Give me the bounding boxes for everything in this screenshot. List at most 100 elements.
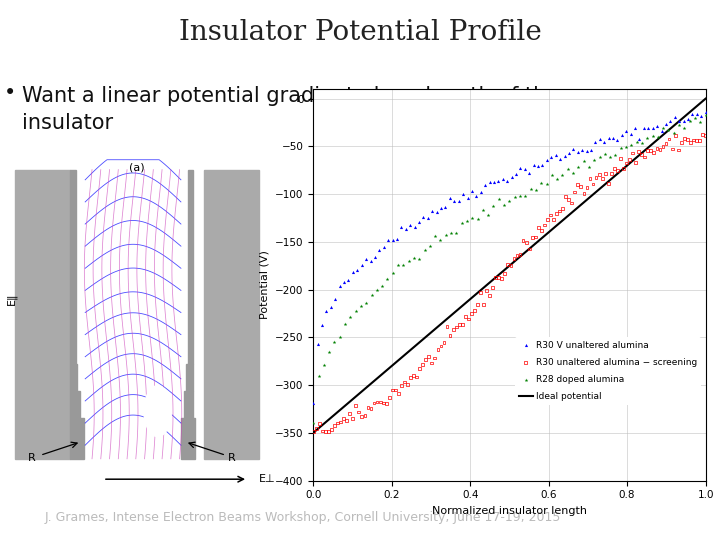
R30 unaltered alumina − screening — [578, 190, 590, 198]
R30 unaltered alumina − screening — [362, 403, 374, 412]
R30 unaltered alumina − screening — [511, 251, 523, 260]
R30 unaltered alumina − screening — [660, 139, 672, 148]
Text: •: • — [4, 83, 16, 103]
R30 unaltered alumina − screening — [521, 238, 532, 247]
R30 unaltered alumina − screening — [353, 408, 364, 416]
R28 doped alumina — [498, 201, 510, 210]
R30 V unaltered alumina — [506, 173, 518, 181]
Bar — [70, 391, 80, 418]
Bar — [204, 170, 259, 459]
R30 V unaltered alumina — [488, 177, 500, 186]
Ideal potential — [309, 430, 318, 436]
R30 V unaltered alumina — [669, 113, 680, 122]
R30 unaltered alumina − screening — [456, 320, 468, 329]
R30 unaltered alumina − screening — [323, 427, 334, 436]
R30 V unaltered alumina — [638, 123, 649, 132]
R30 V unaltered alumina — [484, 178, 495, 186]
R30 V unaltered alumina — [567, 145, 579, 153]
R30 unaltered alumina − screening — [505, 261, 517, 270]
R30 V unaltered alumina — [673, 117, 685, 126]
R30 unaltered alumina − screening — [651, 144, 662, 153]
R28 doped alumina — [652, 133, 664, 141]
R30 V unaltered alumina — [387, 236, 398, 245]
R30 unaltered alumina − screening — [581, 183, 593, 192]
R28 doped alumina — [403, 256, 415, 265]
R28 doped alumina — [424, 242, 436, 251]
Text: E⊥: E⊥ — [259, 474, 276, 484]
R28 doped alumina — [451, 228, 462, 237]
R30 unaltered alumina − screening — [536, 226, 547, 235]
R30 V unaltered alumina — [320, 307, 332, 315]
R28 doped alumina — [408, 253, 420, 262]
R30 unaltered alumina − screening — [454, 320, 465, 329]
R30 V unaltered alumina — [687, 110, 698, 118]
R28 doped alumina — [435, 235, 446, 244]
R28 doped alumina — [546, 170, 557, 179]
R30 V unaltered alumina — [577, 145, 588, 154]
R30 V unaltered alumina — [405, 221, 416, 230]
R28 doped alumina — [572, 162, 584, 171]
Text: Want a linear potential gradient along length of the
insulator: Want a linear potential gradient along l… — [22, 86, 559, 132]
R28 doped alumina — [440, 231, 451, 239]
R30 V unaltered alumina — [382, 236, 394, 245]
R30 V unaltered alumina — [334, 282, 346, 291]
R30 unaltered alumina − screening — [347, 414, 359, 423]
R30 V unaltered alumina — [343, 276, 354, 285]
R30 V unaltered alumina — [532, 161, 544, 170]
R30 unaltered alumina − screening — [350, 401, 361, 410]
R30 unaltered alumina − screening — [487, 283, 498, 292]
R30 unaltered alumina − screening — [678, 134, 690, 143]
R28 doped alumina — [636, 139, 648, 147]
R30 unaltered alumina − screening — [368, 399, 379, 407]
Bar — [70, 418, 84, 459]
R30 unaltered alumina − screening — [636, 150, 647, 159]
R30 unaltered alumina − screening — [554, 207, 565, 215]
R30 unaltered alumina − screening — [320, 428, 331, 436]
R30 unaltered alumina − screening — [667, 145, 678, 153]
Line: Ideal potential: Ideal potential — [313, 99, 706, 433]
R30 V unaltered alumina — [356, 261, 367, 270]
R30 V unaltered alumina — [471, 191, 482, 200]
Bar — [15, 170, 70, 459]
R30 unaltered alumina − screening — [372, 397, 383, 406]
R28 doped alumina — [345, 313, 356, 321]
R30 V unaltered alumina — [625, 130, 636, 138]
R30 unaltered alumina − screening — [317, 427, 328, 435]
R30 unaltered alumina − screening — [384, 393, 395, 401]
R28 doped alumina — [339, 320, 351, 328]
Text: R: R — [228, 453, 235, 463]
R30 V unaltered alumina — [466, 187, 477, 196]
R30 unaltered alumina − screening — [618, 164, 629, 173]
R30 unaltered alumina − screening — [356, 412, 368, 421]
R28 doped alumina — [541, 180, 552, 188]
R30 unaltered alumina − screening — [469, 306, 480, 315]
R30 unaltered alumina − screening — [697, 130, 708, 138]
R30 unaltered alumina − screening — [374, 398, 386, 407]
R28 doped alumina — [520, 192, 531, 200]
Bar — [70, 170, 76, 363]
R30 unaltered alumina − screening — [484, 292, 495, 300]
R30 V unaltered alumina — [325, 302, 336, 311]
R30 unaltered alumina − screening — [399, 377, 410, 386]
R30 unaltered alumina − screening — [447, 326, 459, 334]
R28 doped alumina — [615, 144, 626, 152]
R30 V unaltered alumina — [409, 222, 420, 231]
R30 unaltered alumina − screening — [396, 381, 408, 390]
R30 unaltered alumina − screening — [600, 169, 611, 178]
R28 doped alumina — [361, 299, 372, 308]
R30 V unaltered alumina — [559, 152, 570, 160]
R28 doped alumina — [328, 338, 340, 347]
R30 V unaltered alumina — [554, 154, 566, 163]
R30 V unaltered alumina — [330, 294, 341, 303]
R28 doped alumina — [387, 269, 398, 278]
R30 unaltered alumina − screening — [432, 345, 444, 354]
R30 unaltered alumina − screening — [377, 399, 389, 407]
R30 V unaltered alumina — [365, 257, 377, 266]
R30 unaltered alumina − screening — [514, 250, 526, 259]
R30 unaltered alumina − screening — [402, 380, 413, 389]
R28 doped alumina — [397, 261, 409, 269]
R30 V unaltered alumina — [541, 155, 553, 164]
R30 V unaltered alumina — [616, 131, 628, 140]
R30 unaltered alumina − screening — [490, 273, 501, 282]
R30 V unaltered alumina — [546, 152, 557, 161]
